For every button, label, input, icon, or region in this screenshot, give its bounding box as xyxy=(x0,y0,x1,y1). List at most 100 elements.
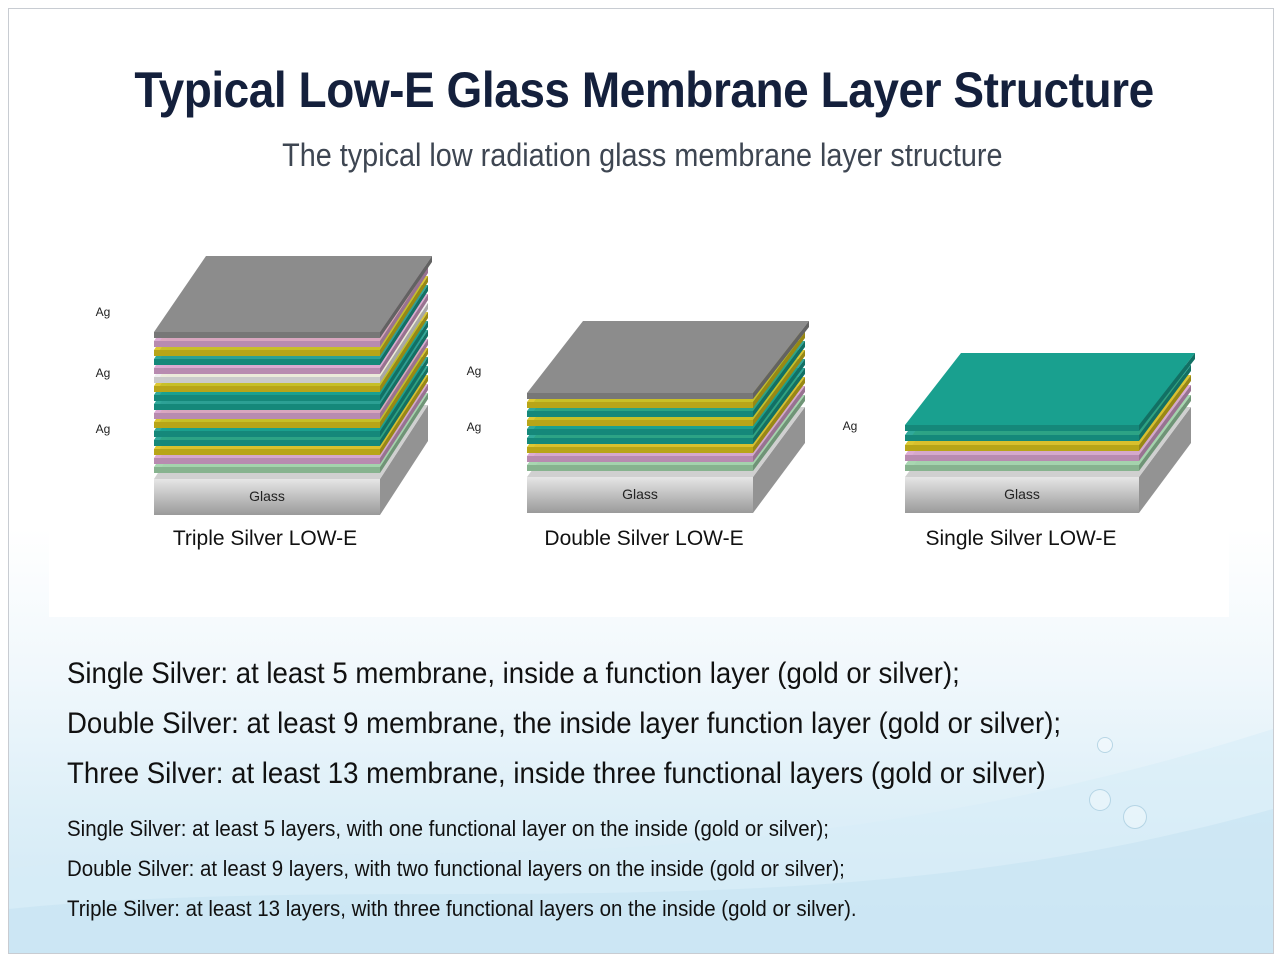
layer-gray_top-top xyxy=(154,256,432,332)
layer-pink-front xyxy=(154,341,380,347)
single-silver-diagram: Glass Ag Single Silver LOW-E xyxy=(843,353,1195,550)
layer-pink-front xyxy=(154,413,380,419)
glass-base-side xyxy=(1139,407,1191,513)
layer-yellow-side xyxy=(380,348,428,428)
layer-yellow-front xyxy=(154,350,380,356)
ag-label: Ag xyxy=(96,366,111,380)
note-triple: Triple Silver: at least 13 layers, with … xyxy=(67,896,857,921)
ag-label: Ag xyxy=(96,305,111,319)
description-list: Single Silver: at least 5 membrane, insi… xyxy=(67,649,1247,799)
layer-gray_top-side xyxy=(753,321,809,399)
layer-yellow-front xyxy=(905,445,1139,451)
layer-pink-side xyxy=(753,386,805,462)
layer-teal-side xyxy=(380,321,428,401)
decorative-bubble xyxy=(1089,789,1111,811)
decorative-bubble xyxy=(1097,737,1113,753)
layer-yellow-front xyxy=(154,422,380,428)
layer-teal-side xyxy=(753,341,805,417)
note-list: Single Silver: at least 5 layers, with o… xyxy=(67,809,1247,929)
glass-base-front xyxy=(527,477,753,513)
layer-yellow-front xyxy=(527,402,753,408)
background-swoosh xyxy=(9,729,1273,953)
glass-base-side xyxy=(380,405,428,515)
layer-yellow-side xyxy=(753,350,805,426)
double-silver-caption: Double Silver LOW-E xyxy=(544,527,743,550)
layer-green-front xyxy=(154,467,380,473)
ag-label: Ag xyxy=(467,420,482,434)
layer-teal-top xyxy=(905,353,1195,425)
layer-diagrams: Glass Ag Ag Ag Triple Silver LOW-E Glass Ag Ag D… xyxy=(96,256,1195,550)
layer-teal-front xyxy=(527,429,753,435)
layer-teal-side xyxy=(753,359,805,435)
layer-teal-side xyxy=(380,357,428,437)
double-silver-diagram: Glass Ag Ag Double Silver LOW-E xyxy=(467,321,809,550)
layer-green-front xyxy=(905,465,1139,471)
layer-teal-front xyxy=(154,431,380,437)
layer-yellow-side xyxy=(753,377,805,453)
layer-teal-front xyxy=(527,411,753,417)
layer-teal-side xyxy=(753,368,805,444)
layer-yellow-front xyxy=(154,386,380,392)
slide: Typical Low-E Glass Membrane Layer Struc… xyxy=(8,8,1274,954)
layer-yellow-side xyxy=(380,276,428,356)
glass-label: Glass xyxy=(249,488,285,504)
layer-gray_top-side xyxy=(380,256,432,338)
glass-base-front xyxy=(154,479,380,515)
layer-teal-front xyxy=(527,438,753,444)
single-silver-caption: Single Silver LOW-E xyxy=(925,527,1116,550)
layer-teal-front xyxy=(154,395,380,401)
layer-gray_top-front xyxy=(154,332,380,338)
layer-gray_top-front xyxy=(527,393,753,399)
glass-base-front xyxy=(905,477,1139,513)
layer-yellow-side xyxy=(380,375,428,455)
layer-yellow-front xyxy=(527,447,753,453)
glass-label: Glass xyxy=(622,486,658,502)
layer-pink-side xyxy=(1139,385,1191,461)
triple-silver-caption: Triple Silver LOW-E xyxy=(173,527,357,550)
layer-gray_top-top xyxy=(527,321,809,393)
note-single: Single Silver: at least 5 layers, with o… xyxy=(67,816,829,841)
layer-teal-side xyxy=(380,285,428,365)
description-single: Single Silver: at least 5 membrane, insi… xyxy=(67,657,960,690)
layer-yellow-side xyxy=(753,332,805,408)
layer-pink-front xyxy=(154,458,380,464)
decorative-bubble xyxy=(1123,805,1147,829)
layer-pink-front xyxy=(905,455,1139,461)
layer-white-front xyxy=(154,377,380,383)
layer-pink-side xyxy=(380,294,428,374)
layer-teal-side xyxy=(380,330,428,410)
layer-teal-side xyxy=(380,366,428,446)
glass-label: Glass xyxy=(1004,486,1040,502)
layer-teal-front xyxy=(905,425,1139,431)
layer-teal-front xyxy=(905,435,1139,441)
layer-pink-front xyxy=(527,456,753,462)
layer-pink-side xyxy=(380,384,428,464)
layer-yellow-side xyxy=(1139,375,1191,451)
page-subtitle: The typical low radiation glass membrane… xyxy=(282,137,1003,173)
layer-green-front xyxy=(527,465,753,471)
ag-label: Ag xyxy=(843,419,858,433)
triple-silver-diagram: Glass Ag Ag Ag Triple Silver LOW-E xyxy=(96,256,432,550)
layer-white-side xyxy=(380,303,428,383)
layer-pink-side xyxy=(380,339,428,419)
ag-label: Ag xyxy=(96,422,111,436)
layer-green-side xyxy=(753,395,805,471)
layer-teal-side xyxy=(1139,365,1191,441)
layer-yellow-front xyxy=(527,420,753,426)
layer-teal-front xyxy=(154,404,380,410)
layer-green-side xyxy=(1139,395,1191,471)
layer-pink-front xyxy=(154,368,380,374)
layer-green-side xyxy=(380,393,428,473)
layer-yellow-front xyxy=(154,449,380,455)
glass-base-side xyxy=(753,407,805,513)
page-title: Typical Low-E Glass Membrane Layer Struc… xyxy=(134,62,1154,118)
layer-pink-side xyxy=(380,267,428,347)
layer-teal-side xyxy=(1139,353,1195,431)
note-double: Double Silver: at least 9 layers, with t… xyxy=(67,856,845,881)
description-triple: Three Silver: at least 13 membrane, insi… xyxy=(67,757,1046,790)
description-double: Double Silver: at least 9 membrane, the … xyxy=(67,707,1062,740)
layer-teal-front xyxy=(154,359,380,365)
ag-label: Ag xyxy=(467,364,482,378)
diagram-panel: Glass Ag Ag Ag Triple Silver LOW-E Glass Ag Ag D… xyxy=(49,205,1229,617)
layer-teal-front xyxy=(154,440,380,446)
